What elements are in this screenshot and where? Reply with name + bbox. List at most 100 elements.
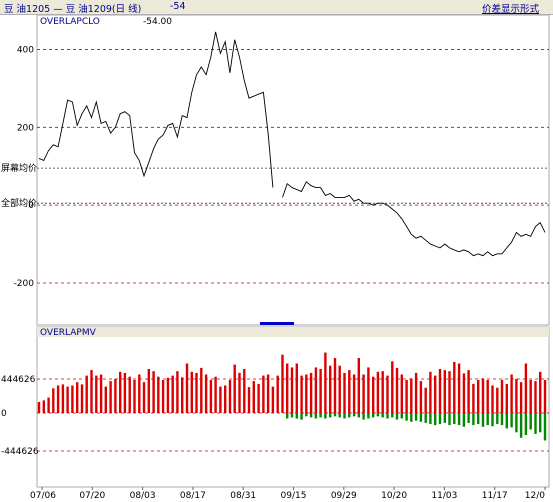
- volume-bar-positive: [357, 358, 360, 413]
- volume-bar-positive: [209, 380, 213, 413]
- volume-bar-negative: [505, 413, 508, 429]
- volume-bar-positive: [457, 363, 461, 413]
- volume-bar-negative: [405, 413, 408, 421]
- volume-bar-negative: [286, 413, 289, 419]
- volume-bar-positive: [152, 371, 155, 413]
- price-axis: 400 200 0 -200: [14, 45, 35, 289]
- volume-bar-negative: [319, 413, 322, 418]
- x-tick-label: 09/15: [281, 491, 307, 501]
- price-tick-label: 400: [17, 45, 34, 55]
- volume-bar-positive: [309, 372, 313, 414]
- volume-bar-positive: [61, 384, 65, 413]
- volume-bar-negative: [329, 413, 332, 418]
- volume-bar-negative: [305, 413, 308, 417]
- volume-bar-negative: [367, 413, 370, 419]
- volume-bar-positive: [228, 380, 232, 413]
- display-mode-button[interactable]: 价差显示形式: [482, 4, 540, 15]
- volume-bar-negative: [395, 413, 399, 420]
- volume-bar-positive: [138, 374, 141, 413]
- volume-bar-positive: [367, 367, 370, 414]
- volume-bar-negative: [467, 413, 470, 423]
- volume-bar-negative: [543, 413, 547, 441]
- volume-bar-negative: [352, 413, 356, 417]
- volume-bar-positive: [429, 371, 432, 414]
- scroll-marker[interactable]: [260, 322, 294, 325]
- volume-bar-positive: [324, 352, 327, 413]
- volume-bar-positive: [56, 385, 60, 413]
- price-panel-label: OVERLAPCLO: [40, 17, 100, 27]
- volume-bar-positive: [286, 363, 289, 413]
- screen-average-label: 屏幕均价: [1, 162, 37, 174]
- volume-bar-negative: [481, 413, 485, 427]
- volume-bar-positive: [204, 374, 208, 413]
- volume-bar-positive: [266, 374, 270, 413]
- volume-bar-positive: [314, 367, 318, 414]
- volume-bar-positive: [419, 381, 423, 413]
- volume-bar-positive: [386, 375, 389, 413]
- volume-bar-positive: [515, 378, 518, 413]
- volume-bar-positive: [119, 371, 122, 414]
- volume-bar-positive: [262, 375, 265, 413]
- x-tick-label: 08/17: [180, 491, 206, 501]
- spread-line: [38, 31, 274, 188]
- volume-bar-positive: [467, 370, 470, 413]
- volume-bar-positive: [524, 363, 528, 413]
- volume-bar-positive: [247, 387, 251, 413]
- volume-bar-positive: [90, 370, 93, 413]
- volume-bar-positive: [352, 374, 356, 413]
- volume-bar-positive: [52, 388, 55, 414]
- price-tick-label: -200: [14, 279, 35, 289]
- volume-bar-positive: [443, 370, 446, 413]
- volume-bar-positive: [448, 371, 451, 413]
- volume-bar-positive: [305, 374, 308, 413]
- volume-bar-positive: [252, 381, 255, 413]
- volume-bar-positive: [271, 386, 275, 413]
- volume-bar-positive: [496, 387, 499, 413]
- volume-bar-positive: [243, 369, 246, 413]
- volume-bar-positive: [133, 380, 136, 413]
- volume-bar-positive: [519, 382, 523, 413]
- volume-bar-negative: [376, 413, 380, 417]
- volume-bar-positive: [99, 374, 103, 413]
- volume-bar-positive: [76, 382, 79, 413]
- volume-bar-negative: [400, 413, 403, 419]
- volume-bar-negative: [386, 413, 389, 419]
- volume-bar-positive: [438, 369, 442, 413]
- volume-bar-negative: [314, 413, 318, 419]
- all-average-label: 全部均价: [1, 197, 37, 209]
- volume-bar-positive: [276, 375, 279, 413]
- volume-bar-positive: [114, 378, 117, 413]
- x-tick-label: 08/03: [130, 491, 156, 501]
- volume-panel-label: OVERLAPMV: [40, 328, 97, 338]
- volume-bar-positive: [410, 378, 413, 414]
- volume-bar-positive: [233, 364, 236, 413]
- volume-bar-positive: [453, 361, 456, 414]
- volume-bar-positive: [362, 374, 365, 413]
- price-gridlines: [37, 49, 549, 284]
- volume-bar-positive: [434, 375, 437, 413]
- volume-bar-negative: [419, 413, 423, 422]
- volume-bar-positive: [224, 385, 227, 413]
- volume-bar-positive: [343, 372, 346, 414]
- volume-tick-label: -444626: [1, 447, 39, 457]
- x-tick-label: 11/03: [431, 491, 457, 501]
- volume-bar-positive: [37, 402, 41, 413]
- volume-bar-positive: [424, 387, 427, 413]
- volume-tick-label: 444626: [1, 375, 36, 385]
- volume-bar-positive: [161, 380, 165, 413]
- volume-bar-positive: [219, 386, 222, 413]
- volume-bar-negative: [290, 413, 294, 418]
- volume-bar-positive: [85, 375, 88, 413]
- volume-bar-negative: [529, 413, 532, 430]
- volume-bar-negative: [524, 413, 528, 435]
- volume-bar-positive: [543, 380, 547, 413]
- x-tick-label: 11/17: [482, 491, 508, 501]
- x-tick-label: 08/31: [230, 491, 256, 501]
- price-panel-value: -54.00: [143, 17, 172, 27]
- volume-bar-positive: [42, 400, 45, 414]
- volume-bar-positive: [472, 383, 475, 414]
- volume-bar-positive: [181, 377, 184, 414]
- volume-bar-positive: [400, 374, 403, 413]
- x-tick-label: 10/20: [381, 491, 407, 501]
